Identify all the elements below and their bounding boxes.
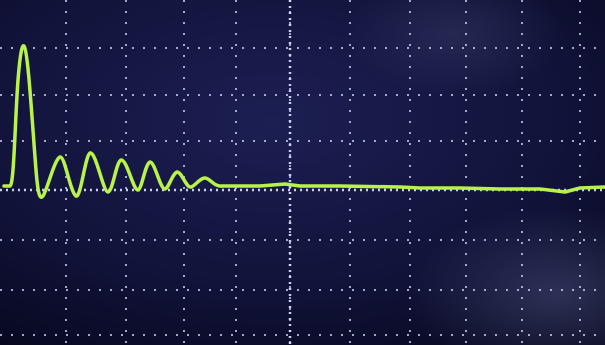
oscilloscope-screen: [0, 0, 605, 345]
page: [0, 0, 605, 345]
screen-reflection: [0, 0, 605, 345]
